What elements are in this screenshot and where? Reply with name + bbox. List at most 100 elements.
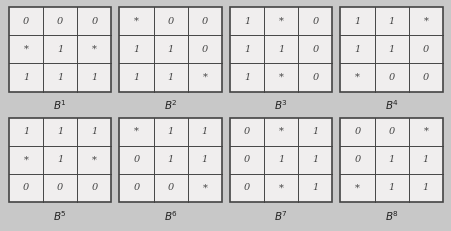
- Text: 1: 1: [23, 127, 29, 136]
- Bar: [43, 146, 77, 174]
- Text: 1: 1: [57, 155, 63, 164]
- Bar: [153, 7, 188, 35]
- Text: 1: 1: [244, 17, 250, 26]
- Bar: [188, 174, 221, 202]
- Bar: [188, 118, 221, 146]
- Text: 1: 1: [57, 73, 63, 82]
- Text: 1: 1: [133, 45, 139, 54]
- Text: 0: 0: [23, 183, 29, 192]
- Bar: [298, 174, 332, 202]
- Text: 1: 1: [23, 73, 29, 82]
- Bar: [9, 63, 43, 91]
- Text: *: *: [202, 73, 207, 82]
- Bar: [408, 174, 442, 202]
- Text: 0: 0: [201, 45, 207, 54]
- Bar: [77, 118, 111, 146]
- Text: 1: 1: [312, 155, 318, 164]
- Bar: [408, 7, 442, 35]
- Text: 0: 0: [422, 45, 428, 54]
- Text: *: *: [278, 183, 283, 192]
- Text: 1: 1: [201, 127, 207, 136]
- Bar: [374, 7, 408, 35]
- Bar: [43, 118, 77, 146]
- Text: 1: 1: [388, 155, 394, 164]
- Bar: [9, 174, 43, 202]
- Text: 0: 0: [57, 17, 63, 26]
- Text: 0: 0: [91, 183, 97, 192]
- Text: 1: 1: [91, 73, 97, 82]
- Bar: [43, 174, 77, 202]
- Bar: [374, 63, 408, 91]
- Text: 0: 0: [422, 73, 428, 82]
- Text: 1: 1: [133, 73, 139, 82]
- Text: *: *: [202, 183, 207, 192]
- Text: 0: 0: [167, 183, 174, 192]
- Bar: [340, 174, 374, 202]
- Bar: [153, 63, 188, 91]
- Text: $\mathit{B}^{2}$: $\mathit{B}^{2}$: [164, 99, 177, 112]
- Bar: [230, 7, 332, 91]
- Text: 0: 0: [133, 155, 139, 164]
- Bar: [9, 7, 111, 91]
- Text: 1: 1: [422, 155, 428, 164]
- Bar: [119, 174, 153, 202]
- Text: 1: 1: [388, 45, 394, 54]
- Bar: [340, 7, 374, 35]
- Text: 1: 1: [354, 17, 360, 26]
- Bar: [43, 35, 77, 63]
- Text: 1: 1: [91, 127, 97, 136]
- Bar: [119, 118, 221, 202]
- Text: 1: 1: [244, 73, 250, 82]
- Bar: [119, 7, 221, 91]
- Text: 1: 1: [57, 127, 63, 136]
- Text: 0: 0: [354, 155, 360, 164]
- Text: $\mathit{B}^{6}$: $\mathit{B}^{6}$: [163, 209, 177, 223]
- Text: *: *: [92, 45, 97, 54]
- Bar: [230, 35, 263, 63]
- Bar: [119, 35, 153, 63]
- Bar: [263, 118, 298, 146]
- Text: 0: 0: [57, 183, 63, 192]
- Bar: [340, 146, 374, 174]
- Bar: [298, 118, 332, 146]
- Bar: [230, 118, 263, 146]
- Text: 1: 1: [422, 183, 428, 192]
- Text: 0: 0: [244, 127, 250, 136]
- Text: $\mathit{B}^{1}$: $\mathit{B}^{1}$: [53, 99, 67, 112]
- Bar: [374, 35, 408, 63]
- Text: 1: 1: [167, 127, 174, 136]
- Text: *: *: [354, 183, 359, 192]
- Bar: [408, 63, 442, 91]
- Text: 1: 1: [312, 183, 318, 192]
- Text: 0: 0: [312, 17, 318, 26]
- Text: *: *: [23, 155, 28, 164]
- Text: *: *: [278, 73, 283, 82]
- Text: $\mathit{B}^{8}$: $\mathit{B}^{8}$: [384, 209, 398, 223]
- Bar: [188, 7, 221, 35]
- Bar: [408, 35, 442, 63]
- Bar: [188, 63, 221, 91]
- Bar: [230, 146, 263, 174]
- Bar: [263, 174, 298, 202]
- Bar: [263, 146, 298, 174]
- Text: 1: 1: [388, 17, 394, 26]
- Bar: [408, 146, 442, 174]
- Bar: [153, 35, 188, 63]
- Text: 1: 1: [167, 45, 174, 54]
- Bar: [188, 146, 221, 174]
- Text: *: *: [23, 45, 28, 54]
- Text: 0: 0: [312, 45, 318, 54]
- Bar: [153, 118, 188, 146]
- Bar: [374, 118, 408, 146]
- Text: *: *: [423, 17, 428, 26]
- Bar: [77, 174, 111, 202]
- Text: 0: 0: [244, 183, 250, 192]
- Bar: [43, 7, 77, 35]
- Text: 1: 1: [201, 155, 207, 164]
- Bar: [119, 118, 153, 146]
- Bar: [263, 7, 298, 35]
- Bar: [77, 63, 111, 91]
- Text: 0: 0: [244, 155, 250, 164]
- Bar: [298, 7, 332, 35]
- Bar: [9, 35, 43, 63]
